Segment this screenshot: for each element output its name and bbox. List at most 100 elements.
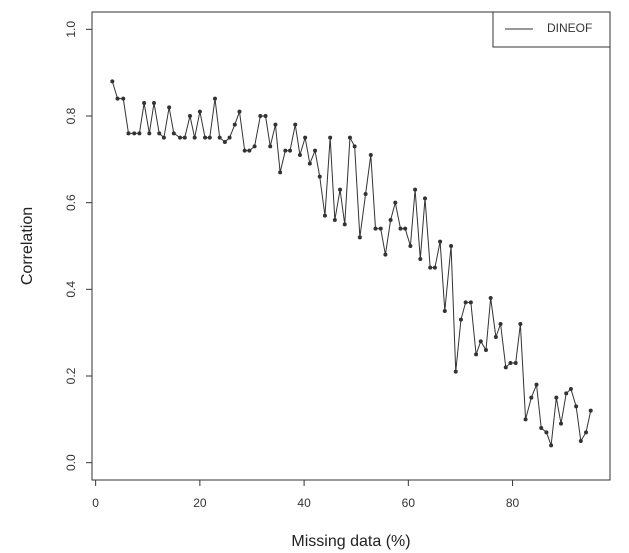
point <box>523 417 528 422</box>
point <box>534 382 539 387</box>
point <box>483 348 488 352</box>
point <box>478 339 483 344</box>
point <box>161 135 166 140</box>
point <box>438 239 443 244</box>
point <box>303 135 308 140</box>
point <box>453 369 458 374</box>
point <box>313 148 318 153</box>
plot-box <box>91 11 611 481</box>
point <box>182 135 187 140</box>
point <box>297 153 302 157</box>
point <box>132 131 137 136</box>
point <box>137 131 142 136</box>
point <box>432 265 437 270</box>
point <box>383 252 388 257</box>
point <box>398 226 403 231</box>
point <box>378 226 383 231</box>
point <box>588 408 593 413</box>
point <box>513 361 518 365</box>
point <box>121 96 126 101</box>
point <box>203 135 208 140</box>
point <box>328 135 333 140</box>
point <box>167 105 172 110</box>
x-tick-label: 0 <box>92 496 99 510</box>
point <box>273 122 278 127</box>
point <box>217 135 222 140</box>
point <box>529 395 534 400</box>
point <box>212 96 217 101</box>
point <box>178 135 183 140</box>
point <box>468 300 473 305</box>
y-tick-label: 0.6 <box>64 194 78 211</box>
y-tick-label: 1.0 <box>64 21 78 38</box>
point <box>408 244 413 248</box>
x-axis-label: Missing data (%) <box>291 533 410 550</box>
y-axis-label: Correlation <box>19 207 36 285</box>
y-tick-label: 0.4 <box>64 281 78 298</box>
point <box>258 114 263 118</box>
y-tick-label: 0.8 <box>64 107 78 124</box>
point <box>363 192 368 196</box>
point <box>242 148 247 153</box>
point <box>578 439 583 443</box>
point <box>192 135 197 140</box>
point <box>508 361 513 365</box>
point <box>463 300 468 305</box>
point <box>549 443 554 448</box>
point <box>458 317 463 322</box>
point <box>197 109 202 114</box>
point <box>352 144 357 149</box>
point <box>110 79 115 84</box>
x-tick-label: 40 <box>297 496 311 510</box>
point <box>263 114 268 118</box>
point <box>388 218 393 222</box>
point <box>428 265 433 270</box>
point <box>307 161 312 166</box>
point <box>423 196 427 201</box>
point <box>442 309 447 313</box>
point <box>207 135 212 140</box>
point <box>574 404 579 409</box>
point <box>115 96 120 101</box>
point <box>338 187 343 192</box>
point <box>474 352 479 357</box>
point <box>247 148 252 153</box>
point <box>232 122 237 127</box>
point <box>403 226 408 231</box>
point <box>171 131 176 136</box>
point <box>142 101 147 105</box>
point <box>449 244 454 248</box>
point <box>373 226 378 231</box>
point <box>227 135 232 140</box>
point <box>126 131 131 136</box>
point <box>503 365 508 370</box>
point <box>317 174 322 179</box>
point <box>237 109 242 114</box>
point <box>322 213 327 218</box>
point <box>278 170 283 175</box>
point <box>498 322 503 326</box>
point <box>268 144 273 149</box>
point <box>554 395 559 400</box>
point <box>488 296 493 300</box>
point <box>568 387 573 391</box>
point <box>393 200 398 205</box>
point <box>332 218 337 222</box>
point <box>493 335 498 339</box>
point <box>288 148 293 153</box>
point <box>518 322 523 326</box>
point <box>152 101 157 105</box>
point <box>347 135 352 140</box>
point <box>413 187 418 192</box>
point <box>252 144 257 149</box>
y-tick-label: 0.0 <box>64 454 78 471</box>
point <box>368 153 373 157</box>
point <box>147 131 152 136</box>
point <box>283 148 288 153</box>
x-tick-label: 20 <box>193 496 207 510</box>
x-tick-label: 80 <box>506 496 520 510</box>
point <box>157 131 162 136</box>
x-tick-label: 60 <box>402 496 416 510</box>
point <box>357 235 362 240</box>
